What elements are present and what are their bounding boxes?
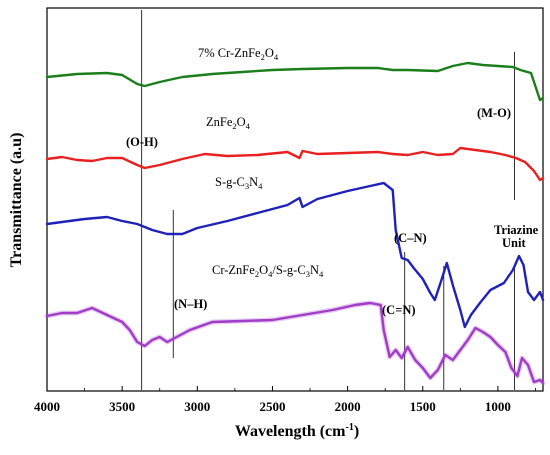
series-label-2: S-g-C3N4: [215, 175, 263, 191]
annotation-label: (C=N): [382, 303, 416, 317]
x-tick-label: 3000: [184, 399, 210, 414]
series-line-halo: [44, 300, 546, 386]
x-tick-label: 2500: [259, 399, 285, 414]
annotation-label: Unit: [502, 236, 526, 250]
x-axis-title-close: ): [354, 423, 359, 440]
x-tick-label: 3500: [109, 399, 135, 414]
y-axis-title: Transmittance (a.u): [8, 133, 25, 268]
series-label-0: 7% Cr-ZnFe2O4: [198, 46, 279, 62]
x-tick-label: 1500: [410, 399, 436, 414]
annotation-label: Triazine: [494, 223, 539, 237]
annotation-label: (M-O): [477, 106, 511, 120]
x-tick-label: 2000: [335, 399, 361, 414]
annotation-label: (N–H): [174, 297, 207, 311]
series-line-1: [45, 146, 545, 182]
x-axis-title: Wavelength (cm-1): [235, 422, 359, 440]
annotation-label: (C–N): [394, 231, 427, 245]
series-label-1: ZnFe2O4: [206, 115, 251, 131]
series-line-2: [45, 181, 545, 329]
series-line-0: [45, 61, 545, 102]
annotation-label: (O-H): [126, 135, 158, 149]
x-axis-title-superscript: -1: [345, 422, 353, 433]
plot-frame: [46, 7, 544, 392]
x-tick-label: 1000: [485, 399, 511, 414]
series-label-3: Cr-ZnFe2O4/S-g-C3N4: [212, 263, 324, 279]
x-tick-label: 4000: [34, 399, 60, 414]
series-line-3: [45, 301, 545, 385]
